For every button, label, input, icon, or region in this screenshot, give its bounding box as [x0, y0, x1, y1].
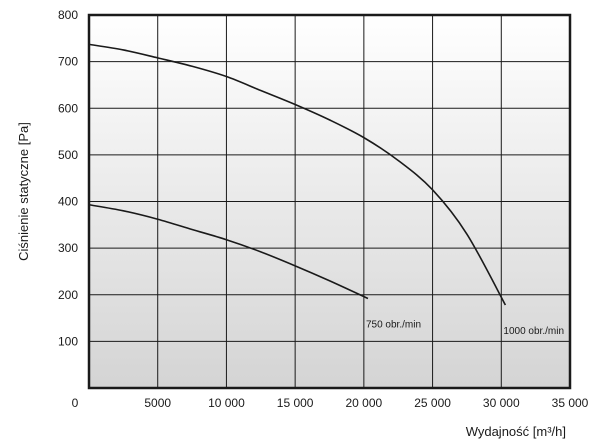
y-tick-label: 700: [58, 55, 78, 69]
x-tick-label: 25 000: [414, 396, 451, 410]
series-label-1: 750 obr./min: [366, 319, 421, 330]
series-line-1: [88, 203, 369, 300]
curves: [88, 43, 507, 306]
x-axis-ticks: 0 5000 10 000 15 000 20 000 25 000 30 000 35 00…: [72, 396, 589, 410]
grid: [89, 15, 570, 388]
y-tick-label: 300: [58, 241, 78, 255]
y-tick-label: 400: [58, 195, 78, 209]
y-tick-label: 800: [58, 8, 78, 22]
x-tick-label: 30 000: [483, 396, 520, 410]
x-tick-label: 0: [72, 396, 79, 410]
x-tick-label: 5000: [144, 396, 171, 410]
x-tick-label: 35 000: [552, 396, 589, 410]
series-line-2: [88, 43, 507, 306]
x-tick-label: 10 000: [208, 396, 245, 410]
y-tick-label: 100: [58, 334, 78, 348]
y-tick-label: 600: [58, 101, 78, 115]
y-tick-label: 200: [58, 288, 78, 302]
curve-labels: 750 obr./min 1000 obr./min: [366, 319, 564, 337]
y-tick-label: 500: [58, 148, 78, 162]
y-axis-ticks: 100 200 300 400 500 600 700 800: [58, 8, 78, 348]
y-axis-label: Ciśnienie statyczne [Pa]: [16, 122, 31, 261]
plot-frame: [87, 13, 572, 390]
x-tick-label: 20 000: [346, 396, 383, 410]
x-axis-label: Wydajność [m³/h]: [466, 424, 566, 439]
x-tick-label: 15 000: [277, 396, 314, 410]
series-label-2: 1000 obr./min: [503, 326, 564, 337]
